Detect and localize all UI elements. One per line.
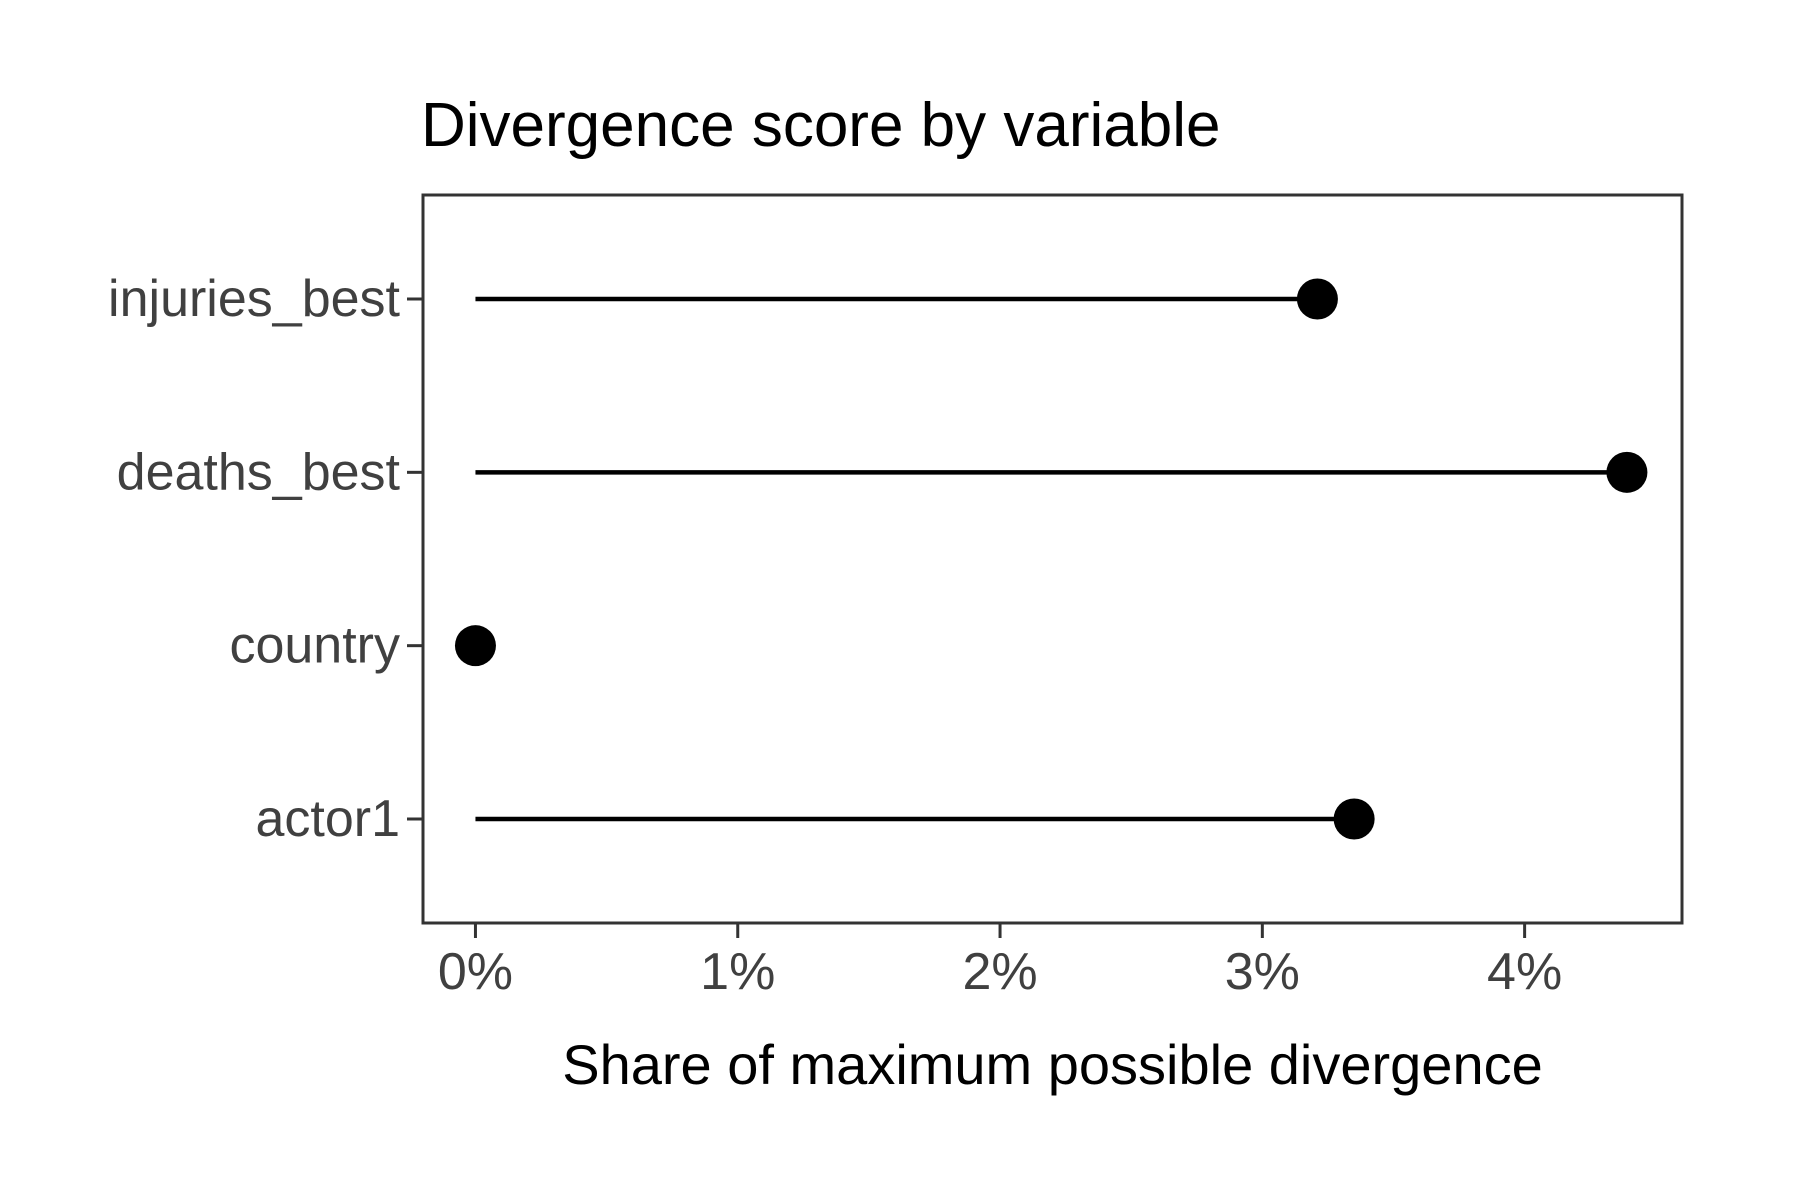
lollipop-point: [1333, 798, 1375, 840]
lollipop-series: [454, 278, 1648, 840]
x-axis-title: Share of maximum possible divergence: [562, 1033, 1543, 1096]
axes: 0% 1% 2% 3% 4% injuries_best deaths_bestcountr…: [108, 270, 1562, 1001]
y-tick-label: injuries_best: [108, 270, 400, 328]
plot-panel: [421, 193, 1684, 925]
x-tick-label: 1%: [700, 943, 775, 1001]
x-tick-label: 3%: [1225, 943, 1300, 1001]
y-tick-label: deaths_best: [117, 443, 401, 501]
y-tick-label: country: [229, 617, 400, 675]
lollipop-point: [1606, 451, 1648, 493]
x-tick-label: 4%: [1487, 943, 1562, 1001]
y-tick-label: actor1: [255, 790, 400, 848]
panel-border: [421, 193, 1684, 925]
x-tick-label: 0%: [438, 943, 513, 1001]
x-tick-label: 2%: [962, 943, 1037, 1001]
chart-title: Divergence score by variable: [421, 91, 1221, 160]
lollipop-point: [1296, 278, 1338, 320]
lollipop-point: [454, 625, 496, 667]
